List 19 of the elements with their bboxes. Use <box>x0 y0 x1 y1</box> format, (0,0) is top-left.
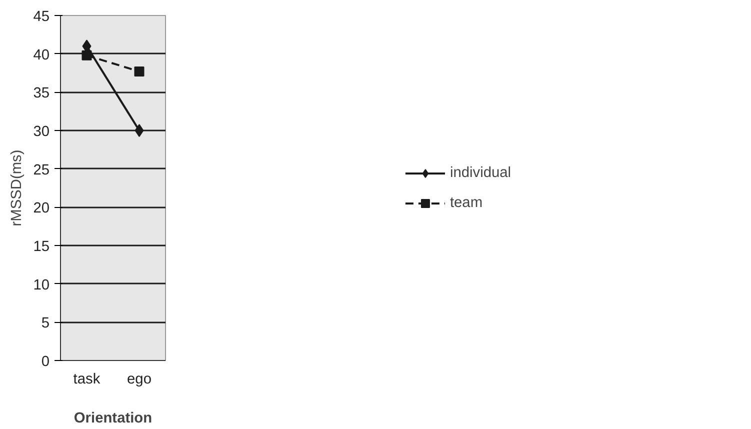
y-tick-label: 40 <box>33 47 50 64</box>
legend-label: individual <box>450 164 512 180</box>
y-tick-label: 25 <box>33 162 50 178</box>
y-tick-label: 45 <box>33 9 50 25</box>
y-tick-label: 20 <box>33 200 50 217</box>
y-tick-label: 15 <box>33 239 50 255</box>
point <box>134 66 144 76</box>
point <box>134 124 144 137</box>
x-tick-label: task <box>73 372 101 388</box>
y-tick-label: 35 <box>33 86 50 102</box>
y-axis-title: rMSSD(ms) <box>9 150 26 226</box>
point <box>82 50 92 60</box>
y-tick-label: 0 <box>41 354 50 370</box>
y-tick-label: 5 <box>41 316 50 332</box>
y-tick-label: 30 <box>33 124 50 140</box>
y-tick-label: 10 <box>33 277 50 294</box>
x-axis-title: Orientation <box>74 410 152 426</box>
x-tick-label: ego <box>127 372 152 388</box>
legend-label: team <box>450 194 483 210</box>
